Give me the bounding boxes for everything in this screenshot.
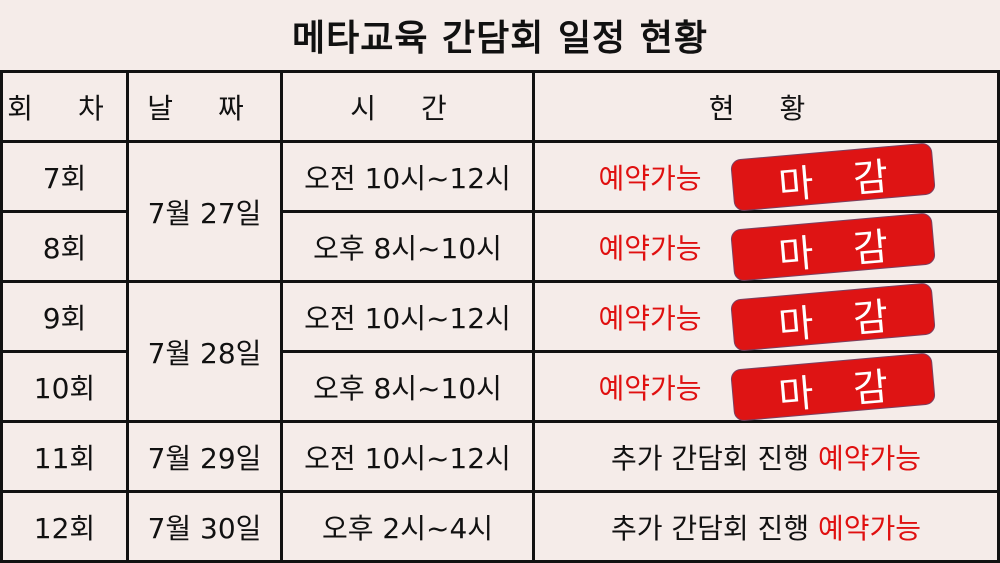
date-cell: 7월 28일 xyxy=(126,280,283,423)
schedule-table: 회 차 날 짜 시 간 현 황 7회 7월 27일 오전 10시~12시 예약가… xyxy=(0,70,1000,563)
round-cell: 9회 xyxy=(0,280,129,353)
table-row: 11회 7월 29일 오전 10시~12시 추가 간담회 진행 예약가능 xyxy=(0,420,1000,493)
stamp-char: 감 xyxy=(850,363,890,411)
status-text: 예약가능 xyxy=(598,161,702,195)
stamp-char: 마 xyxy=(776,299,815,347)
status-cell: 예약가능 마 감 xyxy=(532,280,1000,353)
stamp-char: 감 xyxy=(850,293,890,341)
status-cell: 예약가능 마 감 xyxy=(532,350,1000,423)
table-row: 10회 오후 8시~10시 예약가능 마 감 xyxy=(0,350,1000,423)
time-cell: 오전 10시~12시 xyxy=(280,280,535,353)
header-status: 현 황 xyxy=(532,70,1000,143)
header-round: 회 차 xyxy=(0,70,129,143)
stamp-char: 마 xyxy=(776,369,815,417)
status-cell: 추가 간담회 진행 예약가능 xyxy=(532,420,1000,493)
status-cell: 예약가능 마 감 xyxy=(532,210,1000,283)
date-cell: 7월 27일 xyxy=(126,140,283,283)
date-cell: 7월 29일 xyxy=(126,420,283,493)
status-cell: 추가 간담회 진행 예약가능 xyxy=(532,490,1000,563)
page-title: 메타교육 간담회 일정 현황 xyxy=(292,18,708,59)
round-cell: 12회 xyxy=(0,490,129,563)
table-row: 12회 7월 30일 오후 2시~4시 추가 간담회 진행 예약가능 xyxy=(0,490,1000,563)
stamp-char: 마 xyxy=(776,159,815,207)
status-wrap: 예약가능 마 감 xyxy=(535,211,997,282)
header-time: 시 간 xyxy=(280,70,535,143)
status-text: 예약가능 xyxy=(817,511,922,545)
status-wrap: 예약가능 마 감 xyxy=(535,141,997,212)
time-cell: 오전 10시~12시 xyxy=(280,420,535,493)
header-row: 회 차 날 짜 시 간 현 황 xyxy=(0,70,1000,143)
status-text: 예약가능 xyxy=(598,371,702,405)
status-wrap: 예약가능 마 감 xyxy=(535,351,997,422)
round-cell: 7회 xyxy=(0,140,129,213)
time-cell: 오전 10시~12시 xyxy=(280,140,535,213)
status-text: 예약가능 xyxy=(598,231,702,265)
time-cell: 오후 2시~4시 xyxy=(280,490,535,563)
status-wrap: 예약가능 마 감 xyxy=(535,281,997,352)
status-prefix: 추가 간담회 진행 xyxy=(610,511,810,545)
time-cell: 오후 8시~10시 xyxy=(280,350,535,423)
status-text: 예약가능 xyxy=(817,441,922,475)
header-date: 날 짜 xyxy=(126,70,283,143)
status-text: 예약가능 xyxy=(598,301,702,335)
time-cell: 오후 8시~10시 xyxy=(280,210,535,283)
table-row: 9회 7월 28일 오전 10시~12시 예약가능 마 감 xyxy=(0,280,1000,423)
stamp-char: 감 xyxy=(850,223,890,271)
status-cell: 예약가능 마 감 xyxy=(532,140,1000,213)
round-cell: 11회 xyxy=(0,420,129,493)
date-cell: 7월 30일 xyxy=(126,490,283,563)
status-prefix: 추가 간담회 진행 xyxy=(610,441,810,475)
round-cell: 10회 xyxy=(0,350,129,423)
table-row: 8회 오후 8시~10시 예약가능 마 감 xyxy=(0,210,1000,283)
table-row: 7회 7월 27일 오전 10시~12시 예약가능 마 감 xyxy=(0,140,1000,283)
stamp-char: 감 xyxy=(850,153,890,201)
stamp-char: 마 xyxy=(776,229,815,277)
round-cell: 8회 xyxy=(0,210,129,283)
